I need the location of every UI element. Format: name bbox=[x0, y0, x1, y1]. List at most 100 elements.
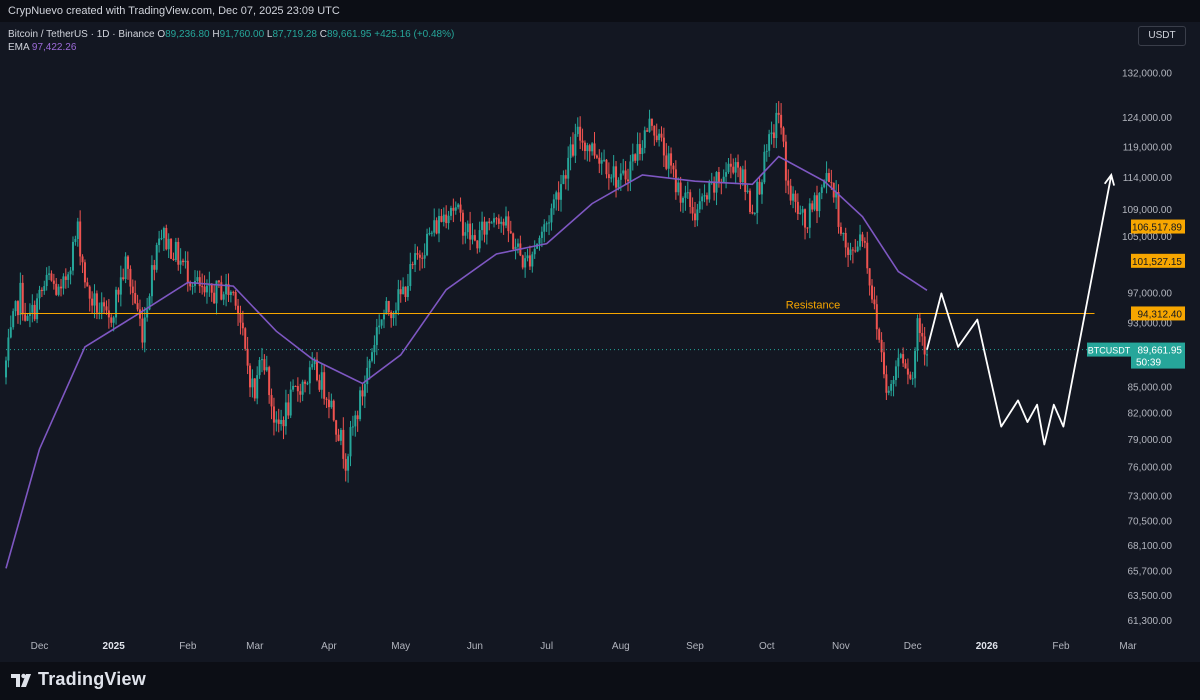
candle-body bbox=[251, 378, 254, 388]
price-chart[interactable]: 132,000.00 124,000.00 119,000.00 114,000.00… bbox=[0, 22, 1200, 662]
x-axis-tick-label: Mar bbox=[1119, 641, 1137, 652]
candle-body bbox=[488, 221, 491, 224]
candle-body bbox=[198, 277, 201, 287]
candle-body bbox=[268, 367, 271, 396]
candle-body bbox=[497, 218, 500, 224]
candle-body bbox=[409, 264, 412, 287]
candle-body bbox=[411, 264, 414, 266]
candle-body bbox=[323, 372, 326, 399]
candle-body bbox=[435, 220, 438, 234]
candle-body bbox=[100, 302, 103, 313]
y-axis-tick-label: 124,000.00 bbox=[1122, 113, 1172, 124]
candle-body bbox=[174, 241, 177, 261]
ema-value: 97,422.26 bbox=[31, 42, 77, 53]
candle-body bbox=[244, 328, 247, 349]
candle-body bbox=[373, 345, 376, 353]
candle-body bbox=[64, 276, 67, 280]
candle-body bbox=[60, 286, 63, 289]
candle-body bbox=[318, 380, 321, 390]
candle-body bbox=[24, 314, 27, 321]
candle-body bbox=[19, 282, 22, 316]
y-axis-tick-label: 85,000.00 bbox=[1128, 383, 1173, 394]
candle-body bbox=[397, 289, 400, 311]
candle-body bbox=[347, 456, 350, 471]
candle-body bbox=[469, 223, 472, 240]
candle-body bbox=[342, 429, 345, 459]
candle-body bbox=[552, 199, 555, 209]
candle-body bbox=[808, 203, 811, 228]
candle-body bbox=[548, 222, 551, 224]
tradingview-wordmark[interactable]: TradingView bbox=[38, 669, 146, 689]
candle-body bbox=[741, 169, 744, 183]
candle-body bbox=[76, 221, 79, 239]
candle-body bbox=[545, 223, 548, 225]
candle-body bbox=[394, 310, 397, 314]
candle-body bbox=[775, 112, 778, 139]
candle-body bbox=[538, 237, 541, 244]
candle-body bbox=[79, 221, 82, 257]
candle-body bbox=[670, 153, 673, 166]
candle-body bbox=[713, 182, 716, 193]
candle-body bbox=[796, 201, 799, 214]
x-axis-tick-label: May bbox=[391, 641, 410, 652]
candle-body bbox=[265, 367, 268, 371]
symbol-label[interactable]: Bitcoin / TetherUS · 1D · Binance bbox=[8, 29, 155, 40]
candle-body bbox=[672, 165, 675, 170]
candle-body bbox=[40, 289, 43, 292]
candle-body bbox=[569, 144, 572, 158]
candle-body bbox=[141, 318, 144, 343]
y-axis-tick-label: 119,000.00 bbox=[1123, 142, 1173, 153]
candle-body bbox=[93, 293, 96, 306]
candle-body bbox=[220, 282, 223, 300]
price-label-box bbox=[1131, 306, 1185, 321]
currency-button[interactable]: USDT bbox=[1138, 26, 1186, 46]
candle-body bbox=[705, 195, 708, 200]
y-axis-tick-label: 97,000.00 bbox=[1128, 288, 1173, 299]
candle-body bbox=[622, 170, 625, 174]
candle-body bbox=[662, 137, 665, 156]
candle-body bbox=[684, 192, 687, 198]
y-axis-tick-label: 105,000.00 bbox=[1122, 232, 1172, 243]
candle-body bbox=[708, 182, 711, 200]
candle-body bbox=[756, 181, 759, 213]
candle-body bbox=[861, 234, 864, 242]
candle-body bbox=[449, 207, 452, 216]
candle-body bbox=[306, 383, 309, 385]
candle-body bbox=[12, 311, 15, 328]
candle-body bbox=[768, 134, 771, 151]
candle-body bbox=[667, 153, 670, 169]
candle-body bbox=[119, 277, 122, 295]
candle-body bbox=[36, 298, 39, 320]
y-axis-tick-label: 68,100.00 bbox=[1128, 541, 1173, 552]
candle-body bbox=[524, 258, 527, 268]
candle-body bbox=[301, 381, 304, 395]
candle-body bbox=[677, 182, 680, 193]
candle-body bbox=[445, 214, 448, 224]
candle-body bbox=[33, 304, 36, 320]
projection-arrowhead bbox=[1103, 172, 1115, 186]
tradingview-logo-icon[interactable] bbox=[10, 670, 34, 692]
candle-body bbox=[591, 143, 594, 152]
candle-body bbox=[239, 313, 242, 323]
ohlc-legend-row: Bitcoin / TetherUS · 1D · Binance O89,23… bbox=[8, 28, 454, 41]
candle-body bbox=[158, 238, 161, 246]
candle-body bbox=[81, 256, 84, 263]
price-label-box bbox=[1131, 219, 1185, 234]
candle-body bbox=[703, 195, 706, 197]
candle-body bbox=[878, 329, 881, 340]
ema-legend-row[interactable]: EMA 97,422.26 bbox=[8, 41, 454, 54]
candle-body bbox=[727, 163, 730, 173]
candle-body bbox=[402, 286, 405, 295]
open-value: 89,236.80 bbox=[165, 29, 210, 40]
chart-canvas[interactable]: 132,000.00 124,000.00 119,000.00 114,000.00… bbox=[0, 22, 1200, 662]
candle-body bbox=[38, 289, 41, 299]
candle-body bbox=[562, 175, 565, 185]
candle-body bbox=[658, 133, 661, 141]
candle-body bbox=[272, 406, 275, 423]
close-value: 89,661.95 bbox=[327, 29, 372, 40]
high-value: 91,760.00 bbox=[219, 29, 265, 40]
candle-body bbox=[660, 133, 663, 138]
candle-body bbox=[605, 159, 608, 175]
candle-body bbox=[103, 302, 106, 307]
candle-body bbox=[131, 286, 134, 294]
